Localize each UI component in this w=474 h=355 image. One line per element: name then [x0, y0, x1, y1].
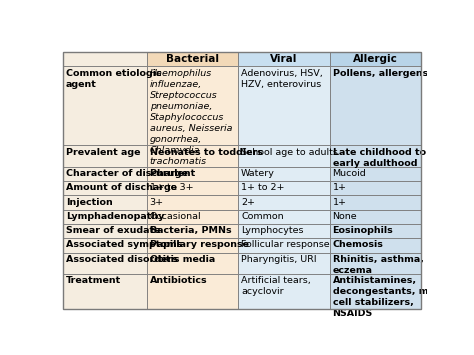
Bar: [146, 252, 238, 274]
Text: Papillary response: Papillary response: [150, 240, 248, 250]
Bar: [146, 210, 238, 224]
Text: 1+: 1+: [333, 198, 346, 207]
Bar: [238, 52, 329, 66]
Text: Allergic: Allergic: [353, 54, 398, 64]
Bar: [63, 195, 146, 210]
Bar: [146, 52, 238, 66]
Text: Adenovirus, HSV,
HZV, enterovirus: Adenovirus, HSV, HZV, enterovirus: [241, 69, 323, 89]
Bar: [146, 66, 238, 145]
Text: Antihistamines,
decongestants, mast
cell stabilizers,
NSAIDS: Antihistamines, decongestants, mast cell…: [333, 276, 445, 318]
Text: Eosinophils: Eosinophils: [333, 226, 393, 235]
Text: Neonates to toddlers: Neonates to toddlers: [150, 148, 263, 157]
Bar: [63, 210, 146, 224]
Text: 1+ to 3+: 1+ to 3+: [150, 183, 193, 192]
Text: Viral: Viral: [270, 54, 298, 64]
Text: None: None: [333, 212, 357, 221]
Bar: [63, 66, 146, 145]
Text: Pharyngitis, URI: Pharyngitis, URI: [241, 255, 317, 264]
Bar: [63, 181, 146, 195]
Bar: [238, 224, 329, 238]
Bar: [63, 145, 146, 167]
Bar: [63, 252, 146, 274]
Bar: [146, 238, 238, 252]
Bar: [63, 52, 146, 66]
Text: Smear of exudate: Smear of exudate: [66, 226, 160, 235]
Bar: [63, 238, 146, 252]
Bar: [238, 167, 329, 181]
Text: Lymphadenopathy: Lymphadenopathy: [66, 212, 164, 221]
Text: 2+: 2+: [241, 198, 255, 207]
Bar: [238, 274, 329, 309]
Bar: [329, 238, 421, 252]
Text: Artificial tears,
acyclovir: Artificial tears, acyclovir: [241, 276, 311, 296]
Text: Common: Common: [241, 212, 283, 221]
Text: School age to adults: School age to adults: [241, 148, 338, 157]
Bar: [329, 274, 421, 309]
Bar: [146, 195, 238, 210]
Bar: [329, 167, 421, 181]
Bar: [329, 66, 421, 145]
Bar: [146, 181, 238, 195]
Text: Purulent: Purulent: [150, 169, 196, 178]
Text: 1+: 1+: [333, 183, 346, 192]
Bar: [146, 167, 238, 181]
Text: Character of discharge: Character of discharge: [66, 169, 188, 178]
Text: Mucoid: Mucoid: [333, 169, 366, 178]
Bar: [63, 224, 146, 238]
Text: Bacterial: Bacterial: [166, 54, 219, 64]
Bar: [63, 274, 146, 309]
Text: Bacteria, PMNs: Bacteria, PMNs: [150, 226, 231, 235]
Text: Occasional: Occasional: [150, 212, 201, 221]
Bar: [238, 252, 329, 274]
Bar: [238, 66, 329, 145]
Bar: [329, 252, 421, 274]
Bar: [146, 145, 238, 167]
Text: Amount of discharge: Amount of discharge: [66, 183, 177, 192]
Bar: [238, 195, 329, 210]
Text: Follicular response: Follicular response: [241, 240, 330, 250]
Text: Late childhood to
early adulthood: Late childhood to early adulthood: [333, 148, 426, 168]
Text: Watery: Watery: [241, 169, 275, 178]
Text: 3+: 3+: [150, 198, 164, 207]
Text: Associated disorders: Associated disorders: [66, 255, 178, 264]
Bar: [329, 210, 421, 224]
Text: Injection: Injection: [66, 198, 113, 207]
Bar: [329, 52, 421, 66]
Text: Common etiologic
agent: Common etiologic agent: [66, 69, 162, 89]
Text: 1+ to 2+: 1+ to 2+: [241, 183, 284, 192]
Text: Chemosis: Chemosis: [333, 240, 383, 250]
Text: Lymphocytes: Lymphocytes: [241, 226, 303, 235]
Bar: [329, 195, 421, 210]
Bar: [238, 238, 329, 252]
Bar: [63, 167, 146, 181]
Text: Pollens, allergens: Pollens, allergens: [333, 69, 428, 78]
Bar: [238, 181, 329, 195]
Bar: [238, 210, 329, 224]
Bar: [238, 145, 329, 167]
Bar: [329, 224, 421, 238]
Text: Rhinitis, asthma,
eczema: Rhinitis, asthma, eczema: [333, 255, 424, 275]
Text: Prevalent age: Prevalent age: [66, 148, 140, 157]
Text: Otitis media: Otitis media: [150, 255, 215, 264]
Bar: [329, 145, 421, 167]
Text: Associated symptoms: Associated symptoms: [66, 240, 182, 250]
Bar: [329, 181, 421, 195]
Text: Antibiotics: Antibiotics: [150, 276, 207, 285]
Text: Haemophilus
influenzae,
Streptococcus
pneumoniae,
Staphylococcus
aureus, Neisser: Haemophilus influenzae, Streptococcus pn…: [150, 69, 232, 166]
Bar: [146, 224, 238, 238]
Bar: [146, 274, 238, 309]
Text: Treatment: Treatment: [66, 276, 121, 285]
